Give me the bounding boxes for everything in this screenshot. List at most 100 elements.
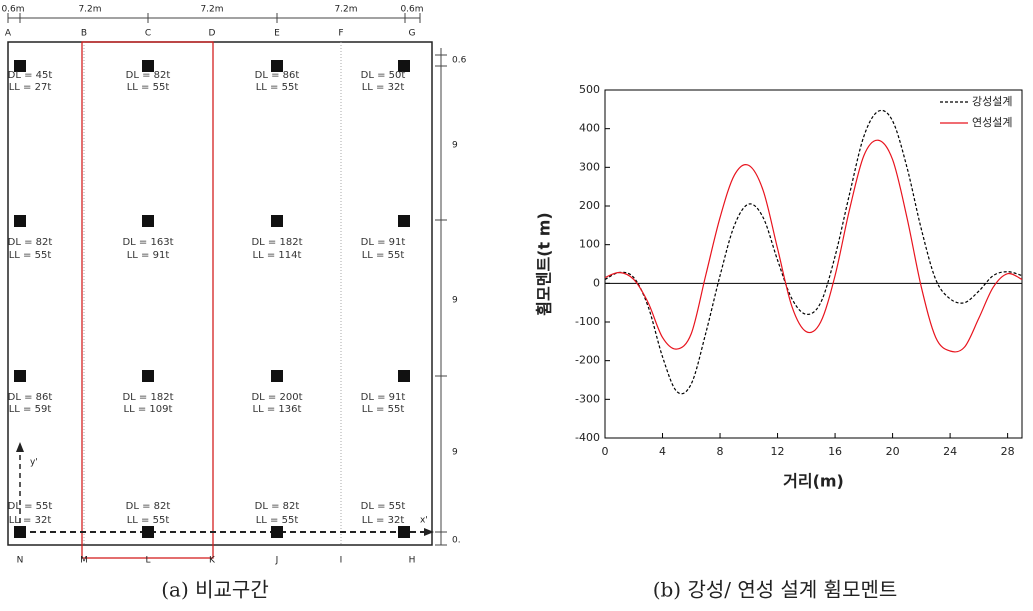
live-load: LL = 55t [256,515,299,526]
column [398,215,410,227]
x-tick-label: 16 [828,445,842,458]
grid-label: K [209,556,216,566]
dead-load: DL = 182t [251,237,302,248]
column [271,370,283,382]
column [142,370,154,382]
column [142,215,154,227]
series-line [604,139,1023,353]
column [398,370,410,382]
y-tick-label: -300 [575,392,600,405]
dead-load: DL = 82t [255,501,300,512]
grid-label: B [81,29,87,39]
x-tick-label: 28 [1001,445,1015,458]
live-load: LL = 32t [9,515,52,526]
dead-load: DL = 45t [8,70,53,81]
live-load: LL = 32t [362,515,405,526]
live-load: LL = 91t [127,250,170,261]
live-load: LL = 55t [256,82,299,93]
column [398,526,410,538]
live-load: LL = 59t [9,404,52,415]
x-tick-label: 20 [886,445,900,458]
live-load: LL = 114t [253,250,302,261]
dead-load: DL = 55t [8,501,53,512]
dimension-label: 7.2m [334,5,357,15]
y-tick-label: 300 [579,160,600,173]
dead-load: DL = 86t [255,70,300,81]
plot-frame [604,89,1023,439]
dimension-label: 0.6 [452,56,467,66]
grid-label: C [145,29,151,39]
live-load: LL = 27t [9,82,52,93]
dead-load: DL = 91t [361,237,406,248]
grid-label: G [409,29,416,39]
grid-label: L [145,556,150,566]
column [398,60,410,72]
grid-label: M [80,556,88,566]
grid-label: E [274,29,280,39]
dimension-label: 9 [452,448,458,458]
y-tick-label: -100 [575,315,600,328]
grid-label: H [409,556,416,566]
caption: (b) 강성/ 연성 설계 휨모멘트 [653,578,898,602]
live-load: LL = 55t [362,404,405,415]
x-axis-label: 거리(m) [783,472,844,491]
column [271,215,283,227]
dead-load: DL = 50t [361,70,406,81]
column [271,60,283,72]
column [14,215,26,227]
x-tick-label: 12 [771,445,785,458]
y-tick-label: -400 [575,431,600,444]
dead-load: DL = 163t [122,237,173,248]
live-load: LL = 55t [127,82,170,93]
y-tick-label: 100 [579,238,600,251]
y-tick-label: 400 [579,122,600,135]
dimension-label: 0.6m [400,5,423,15]
dimension-label: 7.2m [78,5,101,15]
dimension-label: 0.6m [1,5,24,15]
live-load: LL = 32t [362,82,405,93]
x-tick-label: 24 [943,445,957,458]
live-load: LL = 55t [127,515,170,526]
column [271,526,283,538]
axis-label: y' [30,458,38,468]
grid-label: A [5,29,12,39]
y-tick-label: 200 [579,199,600,212]
column [142,60,154,72]
dead-load: DL = 82t [126,501,171,512]
x-tick-label: 4 [659,445,666,458]
grid-label: D [209,29,216,39]
x-tick-label: 0 [602,445,609,458]
plan-frame [7,17,442,559]
column [14,526,26,538]
caption: (a) 비교구간 [161,578,269,602]
dead-load: DL = 82t [126,70,171,81]
column [142,526,154,538]
axis-label: x' [420,516,428,526]
column [14,370,26,382]
dead-load: DL = 82t [8,237,53,248]
live-load: LL = 55t [9,250,52,261]
dimension-label: 9 [452,296,458,306]
y-tick-label: 500 [579,83,600,96]
dimension-label: 0. [452,536,461,546]
legend-label: 강성설계 [972,95,1012,108]
legend-label: 연성설계 [972,116,1012,129]
y-tick-label: 0 [593,276,600,289]
grid-label: J [275,556,279,566]
live-load: LL = 109t [124,404,173,415]
dimension-label: 7.2m [200,5,223,15]
dead-load: DL = 55t [361,501,406,512]
dimension-label: 9 [452,141,458,151]
column [14,60,26,72]
dead-load: DL = 182t [122,392,173,403]
grid-label: N [17,556,24,566]
series-line [604,109,1023,395]
grid-label: I [340,556,343,566]
live-load: LL = 55t [362,250,405,261]
live-load: LL = 136t [253,404,302,415]
grid-label: F [338,29,343,39]
dead-load: DL = 86t [8,392,53,403]
dead-load: DL = 200t [251,392,302,403]
y-tick-label: -200 [575,354,600,367]
